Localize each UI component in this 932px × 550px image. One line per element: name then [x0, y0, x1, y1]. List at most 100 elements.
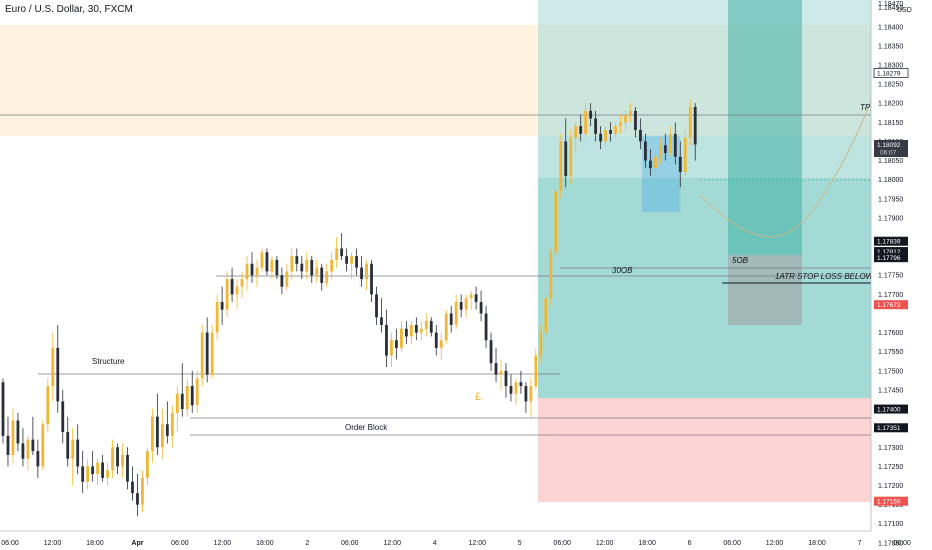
price-axis[interactable] — [871, 0, 932, 550]
candle-body — [280, 275, 284, 287]
candle-body — [644, 141, 647, 161]
candle-body — [76, 439, 80, 467]
time-tick-label: 06:00 — [723, 540, 741, 547]
candle — [629, 103, 632, 123]
price-tick-label: 1.17250 — [878, 464, 903, 471]
price-tick-label: 1.18300 — [878, 62, 903, 69]
candle-body — [56, 347, 60, 402]
candle — [514, 378, 518, 406]
candle-body — [285, 271, 289, 287]
candle-body — [549, 252, 553, 299]
price-tick-label: 1.17500 — [878, 368, 903, 375]
candle — [330, 252, 334, 280]
candle — [639, 118, 642, 150]
candle-body — [609, 129, 612, 134]
price-tag-box — [874, 496, 908, 506]
candle — [504, 363, 508, 398]
candle-body — [350, 256, 353, 264]
candle — [529, 378, 533, 417]
candle — [325, 263, 329, 287]
candle — [26, 435, 30, 471]
candle — [76, 424, 80, 475]
price-tick-label: 1.17100 — [878, 521, 903, 528]
candle — [1, 378, 5, 444]
candle — [245, 256, 249, 291]
price-tag-box — [874, 423, 908, 433]
price-tag-value: 1.17796 — [877, 255, 901, 262]
candle — [121, 443, 124, 478]
candle — [404, 321, 408, 345]
candle — [260, 248, 264, 272]
price-tick-label: 1.17700 — [878, 292, 903, 299]
candle — [554, 187, 558, 257]
candle-body — [390, 340, 393, 356]
candle — [355, 248, 358, 276]
candle-body — [539, 332, 543, 356]
candle-body — [604, 129, 607, 142]
candle — [310, 256, 314, 283]
candle — [599, 126, 602, 150]
candle — [116, 443, 119, 475]
candle-body — [524, 386, 528, 402]
price-ticks: 1.18450 1.18400 1.18350 1.18300 1.18250 1.182… — [878, 5, 903, 547]
candle-body — [629, 110, 632, 115]
candle — [678, 141, 682, 188]
candle-body — [678, 156, 682, 173]
candle — [579, 114, 583, 142]
candle-body — [235, 286, 239, 295]
price-tag-value: 1.17839 — [877, 239, 901, 246]
candle — [41, 420, 45, 471]
candle-body — [126, 454, 129, 482]
candle — [300, 256, 304, 280]
time-tick-label: 6 — [688, 540, 692, 547]
candle — [489, 332, 493, 371]
candle-body — [180, 393, 184, 410]
candle-body — [16, 420, 20, 444]
price-tag-value: 1.17812 — [877, 249, 901, 256]
candle-body — [210, 332, 214, 375]
candle — [91, 451, 95, 482]
candle-body — [340, 248, 344, 257]
candle — [11, 409, 15, 463]
annotation-pound: £ — [475, 391, 481, 403]
candle-body — [51, 347, 55, 387]
candle-body — [21, 443, 25, 459]
candle — [86, 458, 90, 490]
candle — [479, 290, 483, 322]
candle — [320, 263, 324, 291]
candle — [340, 233, 344, 260]
time-axis[interactable] — [0, 531, 871, 550]
candle-body — [41, 424, 45, 467]
time-tick-label: 18:00 — [256, 540, 274, 547]
price-tick-label: 1.18200 — [878, 101, 903, 108]
price-tick-label: 1.18150 — [878, 120, 903, 127]
ob-5m-box — [728, 255, 802, 325]
candle-body — [31, 439, 35, 452]
price-tick-label: 1.17200 — [878, 483, 903, 490]
candle — [190, 370, 194, 413]
candle — [370, 259, 373, 303]
long-position-stop — [538, 398, 871, 502]
candle — [210, 324, 214, 379]
candle — [494, 347, 498, 383]
candle-body — [116, 447, 119, 467]
time-tick-label: 06:00 — [341, 540, 359, 547]
price-tick-label: 1.17450 — [878, 387, 903, 394]
price-tag-box — [874, 404, 908, 414]
candle — [668, 126, 672, 157]
price-tag-value: 1.17400 — [877, 406, 901, 413]
candle — [205, 317, 209, 383]
candle-body — [380, 317, 383, 325]
time-tick-label: 06:00 — [553, 540, 571, 547]
candle-body — [479, 302, 483, 314]
candle — [624, 110, 627, 130]
candle-body — [195, 378, 199, 406]
candle-body — [255, 267, 259, 276]
time-tick-label: 12:00 — [596, 540, 614, 547]
candle — [111, 439, 114, 478]
candle-body — [569, 137, 573, 176]
candle-body — [564, 141, 568, 176]
candle-body — [434, 332, 438, 348]
